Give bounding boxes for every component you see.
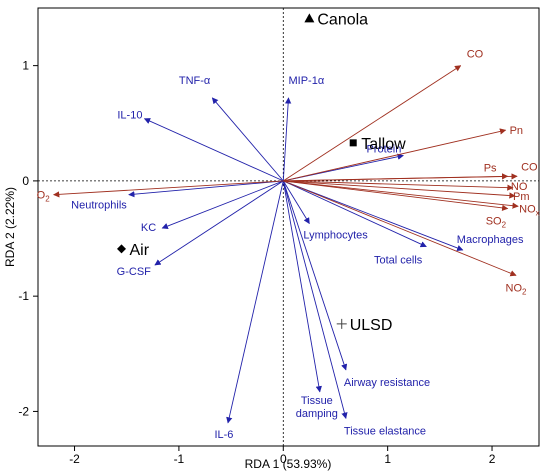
- response-vector-total-cells: [283, 180, 427, 248]
- environment-vector-so2: [283, 180, 509, 211]
- environment-label-no2: NO2: [506, 282, 528, 296]
- environment-label-so2: SO2: [486, 216, 507, 230]
- site-marker-tallow: [349, 139, 357, 147]
- vectors-layer: TNF-α MIP-1α IL-10 Neutrophils KC G-CSF IL-6 Pr…: [37, 49, 540, 441]
- environment-vector-no2: [283, 180, 517, 277]
- site-marker-ulsd: [336, 318, 347, 329]
- response-label-protein: Protein: [366, 144, 401, 156]
- response-vector-il-10: [143, 118, 284, 182]
- y-axis-ticks: -2 -1 0 1: [18, 59, 38, 418]
- response-label-tissue-damping: Tissue: [301, 395, 333, 407]
- response-vector-lymphocytes: [282, 180, 310, 225]
- environment-vector-nox: [283, 180, 519, 209]
- x-tick-label: -2: [69, 452, 80, 466]
- site-marker-air: [117, 244, 126, 254]
- environment-label-co-2: CO: [521, 161, 538, 173]
- site-label-tallow: Tallow: [361, 136, 406, 153]
- response-label-mip-1: MIP-1α: [289, 75, 325, 87]
- x-axis-title: RDA 1 (53.93%): [245, 457, 332, 471]
- response-vector-tnf: [211, 97, 284, 182]
- response-vector-mip-1: [282, 97, 292, 181]
- response-label-kc: KC: [141, 222, 156, 234]
- site-marker-canola: [304, 13, 315, 23]
- x-tick-label: -1: [174, 452, 185, 466]
- environment-label-ps: Ps: [484, 162, 497, 174]
- plot-frame: [37, 7, 540, 447]
- environment-vector-co: [283, 65, 462, 182]
- response-label-total-cells: Total cells: [374, 255, 423, 267]
- y-tick-label: -1: [18, 289, 29, 303]
- site-label-canola: Canola: [317, 11, 368, 28]
- environment-label-no: NO: [511, 181, 528, 193]
- environment-label-pm: Pm: [513, 191, 530, 203]
- response-label-lymphocytes: Lymphocytes: [303, 230, 368, 242]
- response-vector-neutrophils: [128, 180, 284, 198]
- response-vector-macrophages: [283, 180, 464, 251]
- response-label-macrophages: Macrophages: [457, 234, 524, 246]
- x-tick-label: 2: [489, 452, 496, 466]
- environment-vector-co-2: [283, 173, 518, 182]
- x-tick-label: 0: [280, 452, 287, 466]
- environment-label-nox: NOx: [519, 203, 540, 217]
- site-label-air: Air: [130, 242, 150, 259]
- response-label-g-csf: G-CSF: [117, 266, 152, 278]
- response-label-airway-resistance: Airway resistance: [344, 377, 430, 389]
- y-tick-label: 0: [22, 174, 29, 188]
- response-vector-tissue-damping: [282, 180, 322, 393]
- response-vector-airway-resistance: [282, 180, 348, 371]
- x-axis-ticks: -2 -1 0 1 2: [69, 446, 496, 466]
- y-axis-title: RDA 2 (2.22%): [3, 187, 17, 267]
- response-vector-kc: [161, 180, 284, 230]
- sites-layer: Canola Tallow Air ULSD: [117, 11, 406, 334]
- environment-vector-o2: [53, 180, 284, 198]
- environment-vector-pn: [283, 128, 507, 182]
- environment-label-pn: Pn: [510, 125, 523, 137]
- x-tick-label: 1: [384, 452, 391, 466]
- site-label-ulsd: ULSD: [350, 317, 393, 334]
- response-label-il-6: IL-6: [214, 429, 233, 441]
- y-tick-label: 1: [22, 59, 29, 73]
- environment-vector-pm: [283, 180, 516, 199]
- response-label-il-10: IL-10: [117, 110, 142, 122]
- environment-label-co: CO: [467, 49, 484, 61]
- response-vector-tissue-elastance: [282, 180, 348, 419]
- environment-vector-no: [283, 180, 514, 191]
- response-label-neutrophils: Neutrophils: [71, 200, 127, 212]
- response-vector-g-csf: [154, 180, 284, 266]
- response-vector-il-6: [226, 180, 284, 424]
- response-label-tissue-elastance: Tissue elastance: [344, 425, 426, 437]
- response-label-tissue-damping: damping: [296, 408, 338, 420]
- response-label-tnf: TNF-α: [179, 75, 211, 87]
- y-tick-label: -2: [18, 404, 29, 418]
